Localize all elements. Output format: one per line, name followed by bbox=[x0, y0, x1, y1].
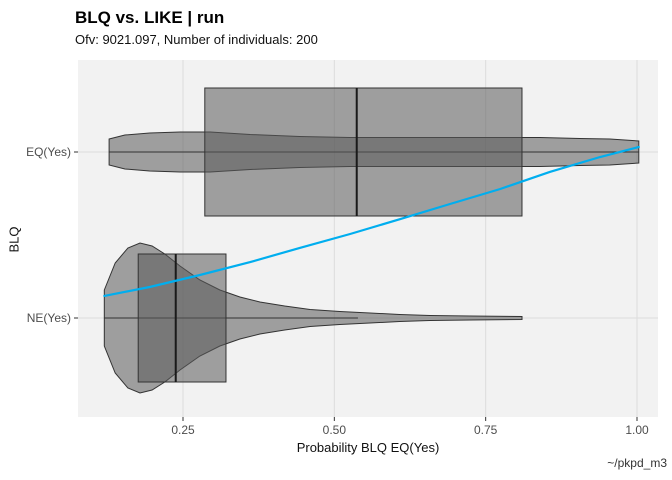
chart-title: BLQ vs. LIKE | run bbox=[75, 8, 225, 27]
box-EQ(Yes) bbox=[204, 87, 523, 217]
plot-caption: ~/pkpd_m3 bbox=[607, 456, 667, 470]
x-tick-label: 0.50 bbox=[323, 423, 347, 437]
chart-subtitle: Ofv: 9021.097, Number of individuals: 20… bbox=[75, 32, 318, 47]
y-tick-label: NE(Yes) bbox=[27, 311, 71, 325]
box-NE(Yes) bbox=[137, 253, 227, 383]
y-tick-label: EQ(Yes) bbox=[26, 145, 71, 159]
x-tick-label: 0.75 bbox=[474, 423, 498, 437]
y-axis-title: BLQ bbox=[6, 226, 22, 253]
x-tick-label: 1.00 bbox=[625, 423, 649, 437]
x-axis-title: Probability BLQ EQ(Yes) bbox=[296, 440, 440, 455]
x-tick-label: 0.25 bbox=[171, 423, 195, 437]
smooth-line bbox=[103, 145, 640, 297]
